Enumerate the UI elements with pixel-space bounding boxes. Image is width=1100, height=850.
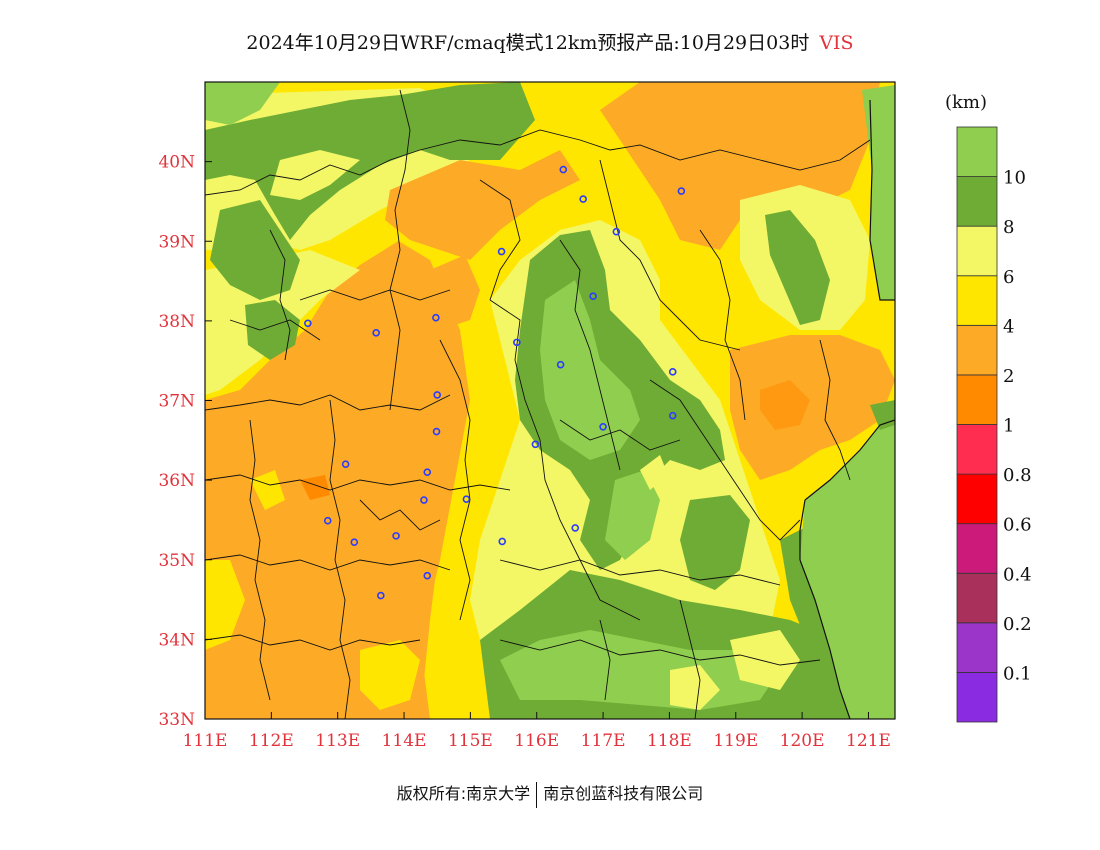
city-marker: [559, 165, 568, 174]
city-marker: [497, 247, 506, 256]
copyright-footer: 版权所有:南京大学 南京创蓝科技有限公司: [0, 780, 1100, 808]
colorbar-bin: [956, 374, 998, 425]
colorbar-label: 0.1: [1003, 663, 1032, 684]
city-marker: [498, 537, 507, 546]
x-tick-label: 119E: [713, 731, 758, 751]
city-marker: [432, 313, 440, 322]
city-marker: [556, 360, 565, 369]
x-tick-label: 114E: [382, 731, 427, 751]
city-marker: [589, 292, 597, 300]
colorbar-label: 0.8: [1003, 465, 1032, 486]
city-marker: [423, 571, 432, 580]
colorbar-label: 0.4: [1003, 564, 1032, 585]
colorbar-label: 4: [1003, 316, 1014, 337]
y-tick-label: 36N: [158, 471, 195, 491]
colorbar-unit: (km): [945, 92, 987, 113]
city-marker: [432, 427, 441, 436]
city-marker: [531, 440, 540, 449]
city-marker: [420, 496, 428, 504]
city-marker: [350, 538, 359, 547]
footer-separator: [536, 781, 538, 808]
footer-right: 南京创蓝科技有限公司: [543, 784, 704, 803]
x-tick-label: 116E: [514, 731, 559, 751]
colorbar-bin: [956, 424, 998, 475]
colorbar-bin: [956, 275, 998, 326]
colorbar-label: 8: [1003, 217, 1014, 238]
x-tick-label: 111E: [183, 731, 228, 751]
y-tick-label: 38N: [158, 312, 195, 332]
city-marker: [668, 411, 677, 420]
x-tick-label: 115E: [448, 731, 493, 751]
x-tick-label: 118E: [647, 731, 692, 751]
city-marker: [377, 591, 385, 600]
city-marker: [599, 422, 607, 431]
city-marker: [668, 368, 677, 376]
colorbar-label: 0.2: [1003, 614, 1032, 635]
colorbar-label: 1: [1003, 416, 1014, 437]
city-marker: [341, 460, 350, 469]
title-main: 2024年10月29日WRF/cmaq模式12km预报产品:10月29日03时: [246, 32, 810, 54]
y-tick-label: 37N: [158, 392, 195, 412]
visibility-field: [205, 82, 895, 719]
colorbar: 0.1 0.2 0.4 0.6 0.8 1 2 4 6 8 10: [956, 126, 1032, 723]
colorbar-bin: [956, 176, 998, 227]
colorbar-bin: [956, 324, 998, 376]
y-tick-label: 40N: [158, 153, 195, 173]
coastline: [799, 99, 895, 719]
city-marker: [571, 524, 580, 532]
colorbar-label: 0.6: [1003, 515, 1032, 536]
x-tick-label: 113E: [315, 731, 360, 751]
city-marker: [392, 532, 400, 540]
y-tick-label: 39N: [158, 232, 195, 252]
colorbar-bin: [956, 225, 998, 277]
x-tick-label: 112E: [249, 731, 294, 751]
y-tick-label: 34N: [158, 630, 195, 650]
city-marker: [612, 227, 621, 236]
y-tick-label: 35N: [158, 551, 195, 571]
colorbar-bin: [956, 622, 998, 673]
map-title: 2024年10月29日WRF/cmaq模式12km预报产品:10月29日03时 V…: [0, 28, 1100, 55]
city-marker: [323, 516, 332, 525]
colorbar-bin: [956, 473, 998, 525]
colorbar-bin: [956, 126, 998, 177]
city-marker: [677, 187, 686, 195]
city-markers: [304, 165, 686, 600]
title-variable: VIS: [819, 32, 854, 54]
city-marker: [423, 468, 432, 476]
colorbar-label: 2: [1003, 366, 1014, 387]
colorbar-bin: [956, 672, 998, 723]
x-tick-label: 117E: [581, 731, 626, 751]
footer-left: 版权所有:南京大学: [396, 784, 531, 803]
colorbar-bin: [956, 572, 998, 624]
admin-boundaries: [205, 89, 871, 719]
city-marker: [372, 329, 380, 337]
city-marker: [579, 195, 587, 203]
x-tick-label: 120E: [780, 731, 825, 751]
city-marker: [513, 338, 521, 347]
x-tick-label: 121E: [846, 731, 891, 751]
city-marker: [462, 495, 471, 504]
colorbar-label: 6: [1003, 267, 1014, 288]
longitude-ticks: 111E 112E 113E 114E 115E 116E 117E 118E 119E 120E…: [183, 712, 891, 751]
colorbar-bin: [956, 523, 998, 574]
city-marker: [304, 319, 312, 328]
colorbar-label: 10: [1003, 168, 1026, 189]
latitude-ticks: 33N 34N 35N 36N 37N 38N 39N 40N: [158, 153, 212, 730]
city-marker: [433, 391, 442, 399]
y-tick-label: 33N: [158, 710, 195, 730]
